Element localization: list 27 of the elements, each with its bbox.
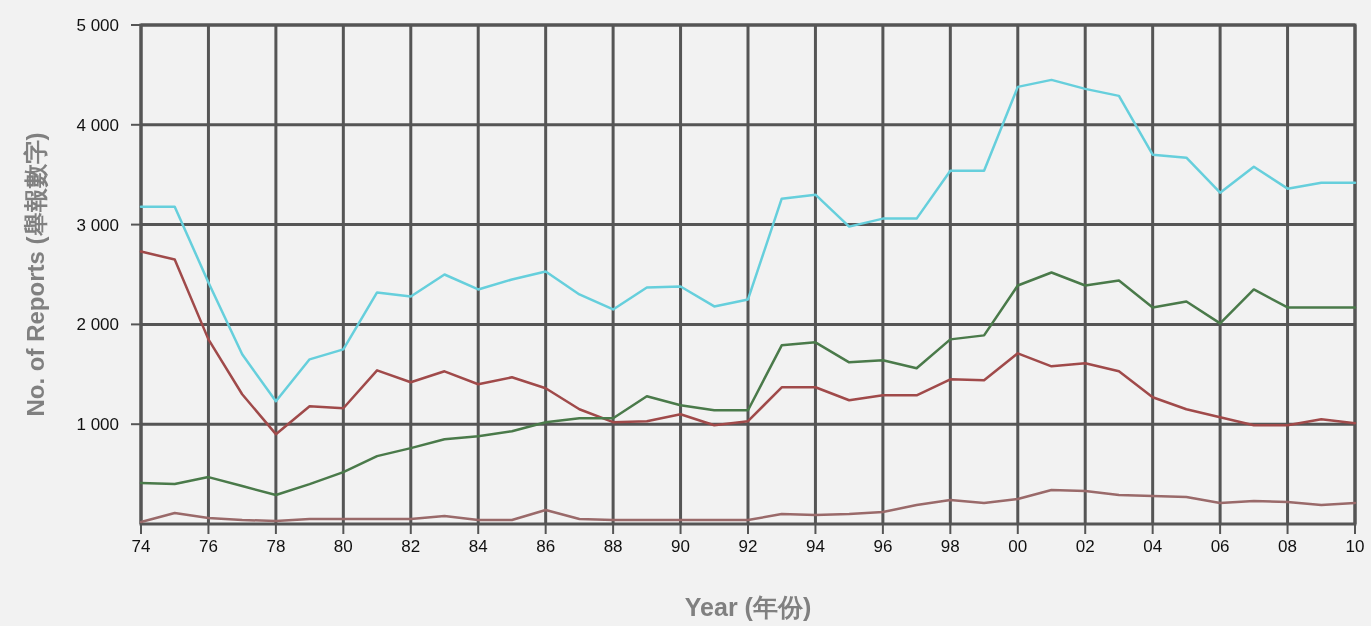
y-axis-title: No. of Reports (舉報數字) [22, 132, 49, 417]
x-tick-label: 76 [198, 537, 218, 556]
x-tick-label: 78 [266, 537, 286, 556]
y-tick-label: 4 000 [76, 115, 119, 135]
x-tick-label: 06 [1210, 537, 1230, 556]
y-tick-label: 1 000 [76, 415, 119, 435]
line-series [139, 488, 1357, 524]
y-tick-label: 5 000 [76, 16, 119, 35]
x-tick-label: 84 [468, 537, 488, 556]
x-tick-label: 92 [738, 537, 758, 556]
x-tick-label: 86 [536, 537, 556, 556]
x-tick-label: 00 [1008, 537, 1028, 556]
y-tick-label: 3 000 [76, 215, 119, 235]
x-tick-label: 80 [333, 537, 353, 556]
x-tick-label: 98 [940, 537, 960, 556]
x-tick-label: 88 [603, 537, 623, 556]
y-tick-label: 2 000 [76, 315, 119, 335]
x-tick-label: 96 [873, 537, 893, 556]
x-tick-label: 04 [1143, 537, 1163, 556]
x-tick-label: 08 [1278, 537, 1298, 556]
x-tick-label: 90 [671, 537, 691, 556]
x-tick-label: 82 [401, 537, 421, 556]
x-tick-label: 74 [131, 537, 151, 556]
x-tick-label: 02 [1075, 537, 1095, 556]
x-tick-label: 94 [805, 537, 825, 556]
x-tick-label: 10 [1345, 537, 1365, 556]
x-axis-title: Year (年份) [684, 593, 812, 621]
